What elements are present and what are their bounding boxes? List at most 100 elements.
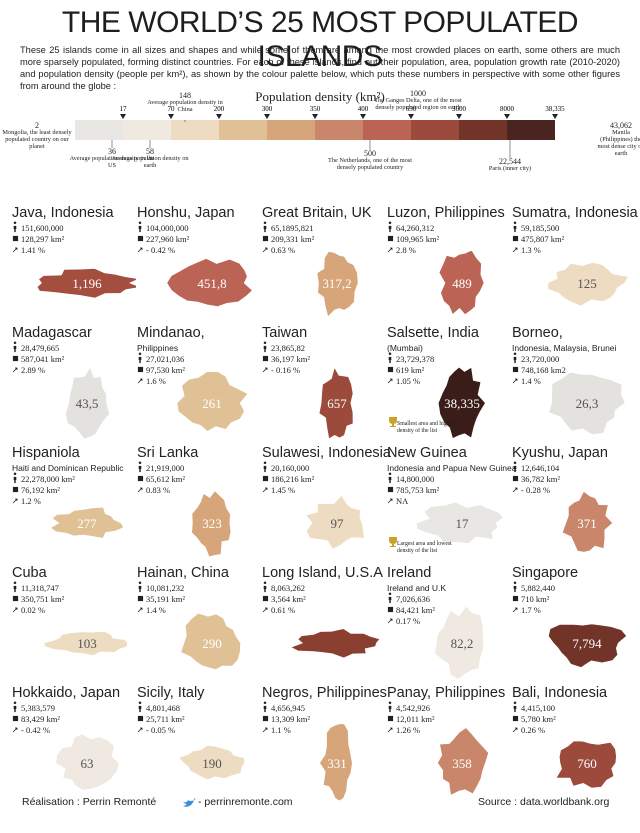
- growth: - 0.42 %: [146, 245, 176, 255]
- island-shape: 17: [387, 472, 505, 547]
- growth-icon: [137, 247, 143, 253]
- density-label: 125: [577, 276, 597, 291]
- area: 619 km²: [396, 365, 425, 375]
- growth-icon: [512, 378, 518, 384]
- growth-icon: [137, 378, 143, 384]
- annotation-text: Paris (inner city): [488, 165, 532, 172]
- area-icon: [262, 475, 269, 482]
- island-name: Honshu, Japan: [137, 205, 235, 221]
- density-label: 331: [327, 756, 347, 771]
- island: [191, 489, 232, 558]
- area: 5,780 km²: [521, 714, 556, 724]
- annotation: 500 The Netherlands, one of the most dens…: [325, 150, 415, 172]
- annotation-text: Manila (Philippines) the most dense city…: [597, 129, 640, 157]
- scale-segment: [363, 120, 411, 140]
- area: 109,965 km²: [396, 234, 440, 244]
- island-name: Madagascar: [12, 325, 92, 341]
- scale-segment: [459, 120, 507, 140]
- population-icon: [388, 472, 392, 484]
- area: 209,331 km²: [271, 234, 315, 244]
- population-icon: [513, 461, 517, 473]
- density-label: 290: [202, 636, 222, 651]
- growth: 0.17 %: [396, 616, 421, 626]
- growth: 0.26 %: [521, 725, 546, 735]
- island-shape: 63: [12, 701, 120, 791]
- growth: NA: [396, 496, 409, 506]
- area-icon: [387, 366, 394, 373]
- area: 35,191 km²: [146, 594, 185, 604]
- growth-icon: [12, 247, 18, 253]
- tick-label: 200: [214, 105, 225, 113]
- population: 11,318,747: [21, 583, 59, 593]
- population-icon: [263, 701, 267, 713]
- growth-icon: [387, 247, 393, 253]
- growth-icon: [387, 727, 393, 733]
- population-icon: [13, 472, 17, 484]
- island-name: Taiwan: [262, 325, 308, 341]
- growth-icon: [12, 367, 18, 373]
- density-label: 190: [202, 756, 222, 771]
- island-shape: [262, 581, 381, 659]
- growth-icon: [137, 487, 143, 493]
- island-name: Kyushu, Japan: [512, 445, 608, 461]
- site: - perrinremonte.com: [198, 796, 293, 808]
- growth-icon: [262, 247, 268, 253]
- island: [438, 249, 485, 316]
- area: 3,564 km²: [271, 594, 306, 604]
- area-icon: [12, 355, 19, 362]
- island: [176, 370, 249, 432]
- growth: 1.6 %: [146, 376, 166, 386]
- island-name: Hainan, China: [137, 565, 229, 581]
- island: [316, 250, 359, 318]
- population-icon: [263, 461, 267, 473]
- island-subtitle: Ireland and U.K: [387, 583, 447, 593]
- density-scale: 17 70 200 300 350 400 650 3000 8000 38,335: [75, 105, 565, 158]
- population: 104,000,000: [146, 223, 189, 233]
- island-name: Sumatra, Indonesia: [512, 205, 638, 221]
- annotation-value: 58: [146, 147, 154, 156]
- density-label: 277: [77, 516, 97, 531]
- area-icon: [512, 235, 519, 242]
- scale-title: Population density (km²): [255, 89, 385, 104]
- density-label: 451,8: [197, 276, 226, 291]
- population-icon: [13, 701, 17, 713]
- area-icon: [137, 475, 144, 482]
- island-shape: 43,5: [12, 341, 111, 440]
- tick-label: 400: [358, 105, 369, 113]
- tick-label: 3000: [452, 105, 467, 113]
- tick-marker: [120, 114, 126, 119]
- island-shape: 82,2: [387, 592, 485, 680]
- population: 5,882,440: [521, 583, 555, 593]
- island: [547, 623, 628, 669]
- growth: - 0.28 %: [521, 485, 551, 495]
- population: 27,021,036: [146, 354, 185, 364]
- island-name: New Guinea: [387, 445, 467, 461]
- island-name: Mindanao,: [137, 325, 205, 341]
- tick-label: 300: [262, 105, 273, 113]
- island-shape: 451,8: [137, 221, 254, 308]
- island: [319, 723, 353, 802]
- area-icon: [387, 606, 394, 613]
- area-icon: [512, 475, 519, 482]
- area: 36,197 km²: [271, 354, 310, 364]
- scale-segment: [507, 120, 555, 140]
- area: 186,216 km²: [271, 474, 315, 484]
- population-icon: [513, 221, 517, 233]
- island-name: Salsette, India: [387, 325, 479, 341]
- growth-icon: [262, 487, 268, 493]
- island-name: Java, Indonesia: [12, 205, 114, 221]
- island: [289, 628, 381, 659]
- population-icon: [138, 352, 142, 364]
- area-icon: [12, 715, 19, 722]
- island-shape: 97: [262, 461, 365, 550]
- population: 64,260,312: [396, 223, 435, 233]
- population: 65,1895,821: [271, 223, 314, 233]
- growth: 0.63 %: [271, 245, 296, 255]
- population: 21,919,000: [146, 463, 185, 473]
- tick-marker: [504, 114, 510, 119]
- island-shape: 489: [387, 221, 485, 316]
- growth: 1.26 %: [396, 725, 421, 735]
- annotation-text: The Netherlands, one of the most densely…: [328, 157, 412, 171]
- population-icon: [13, 341, 17, 353]
